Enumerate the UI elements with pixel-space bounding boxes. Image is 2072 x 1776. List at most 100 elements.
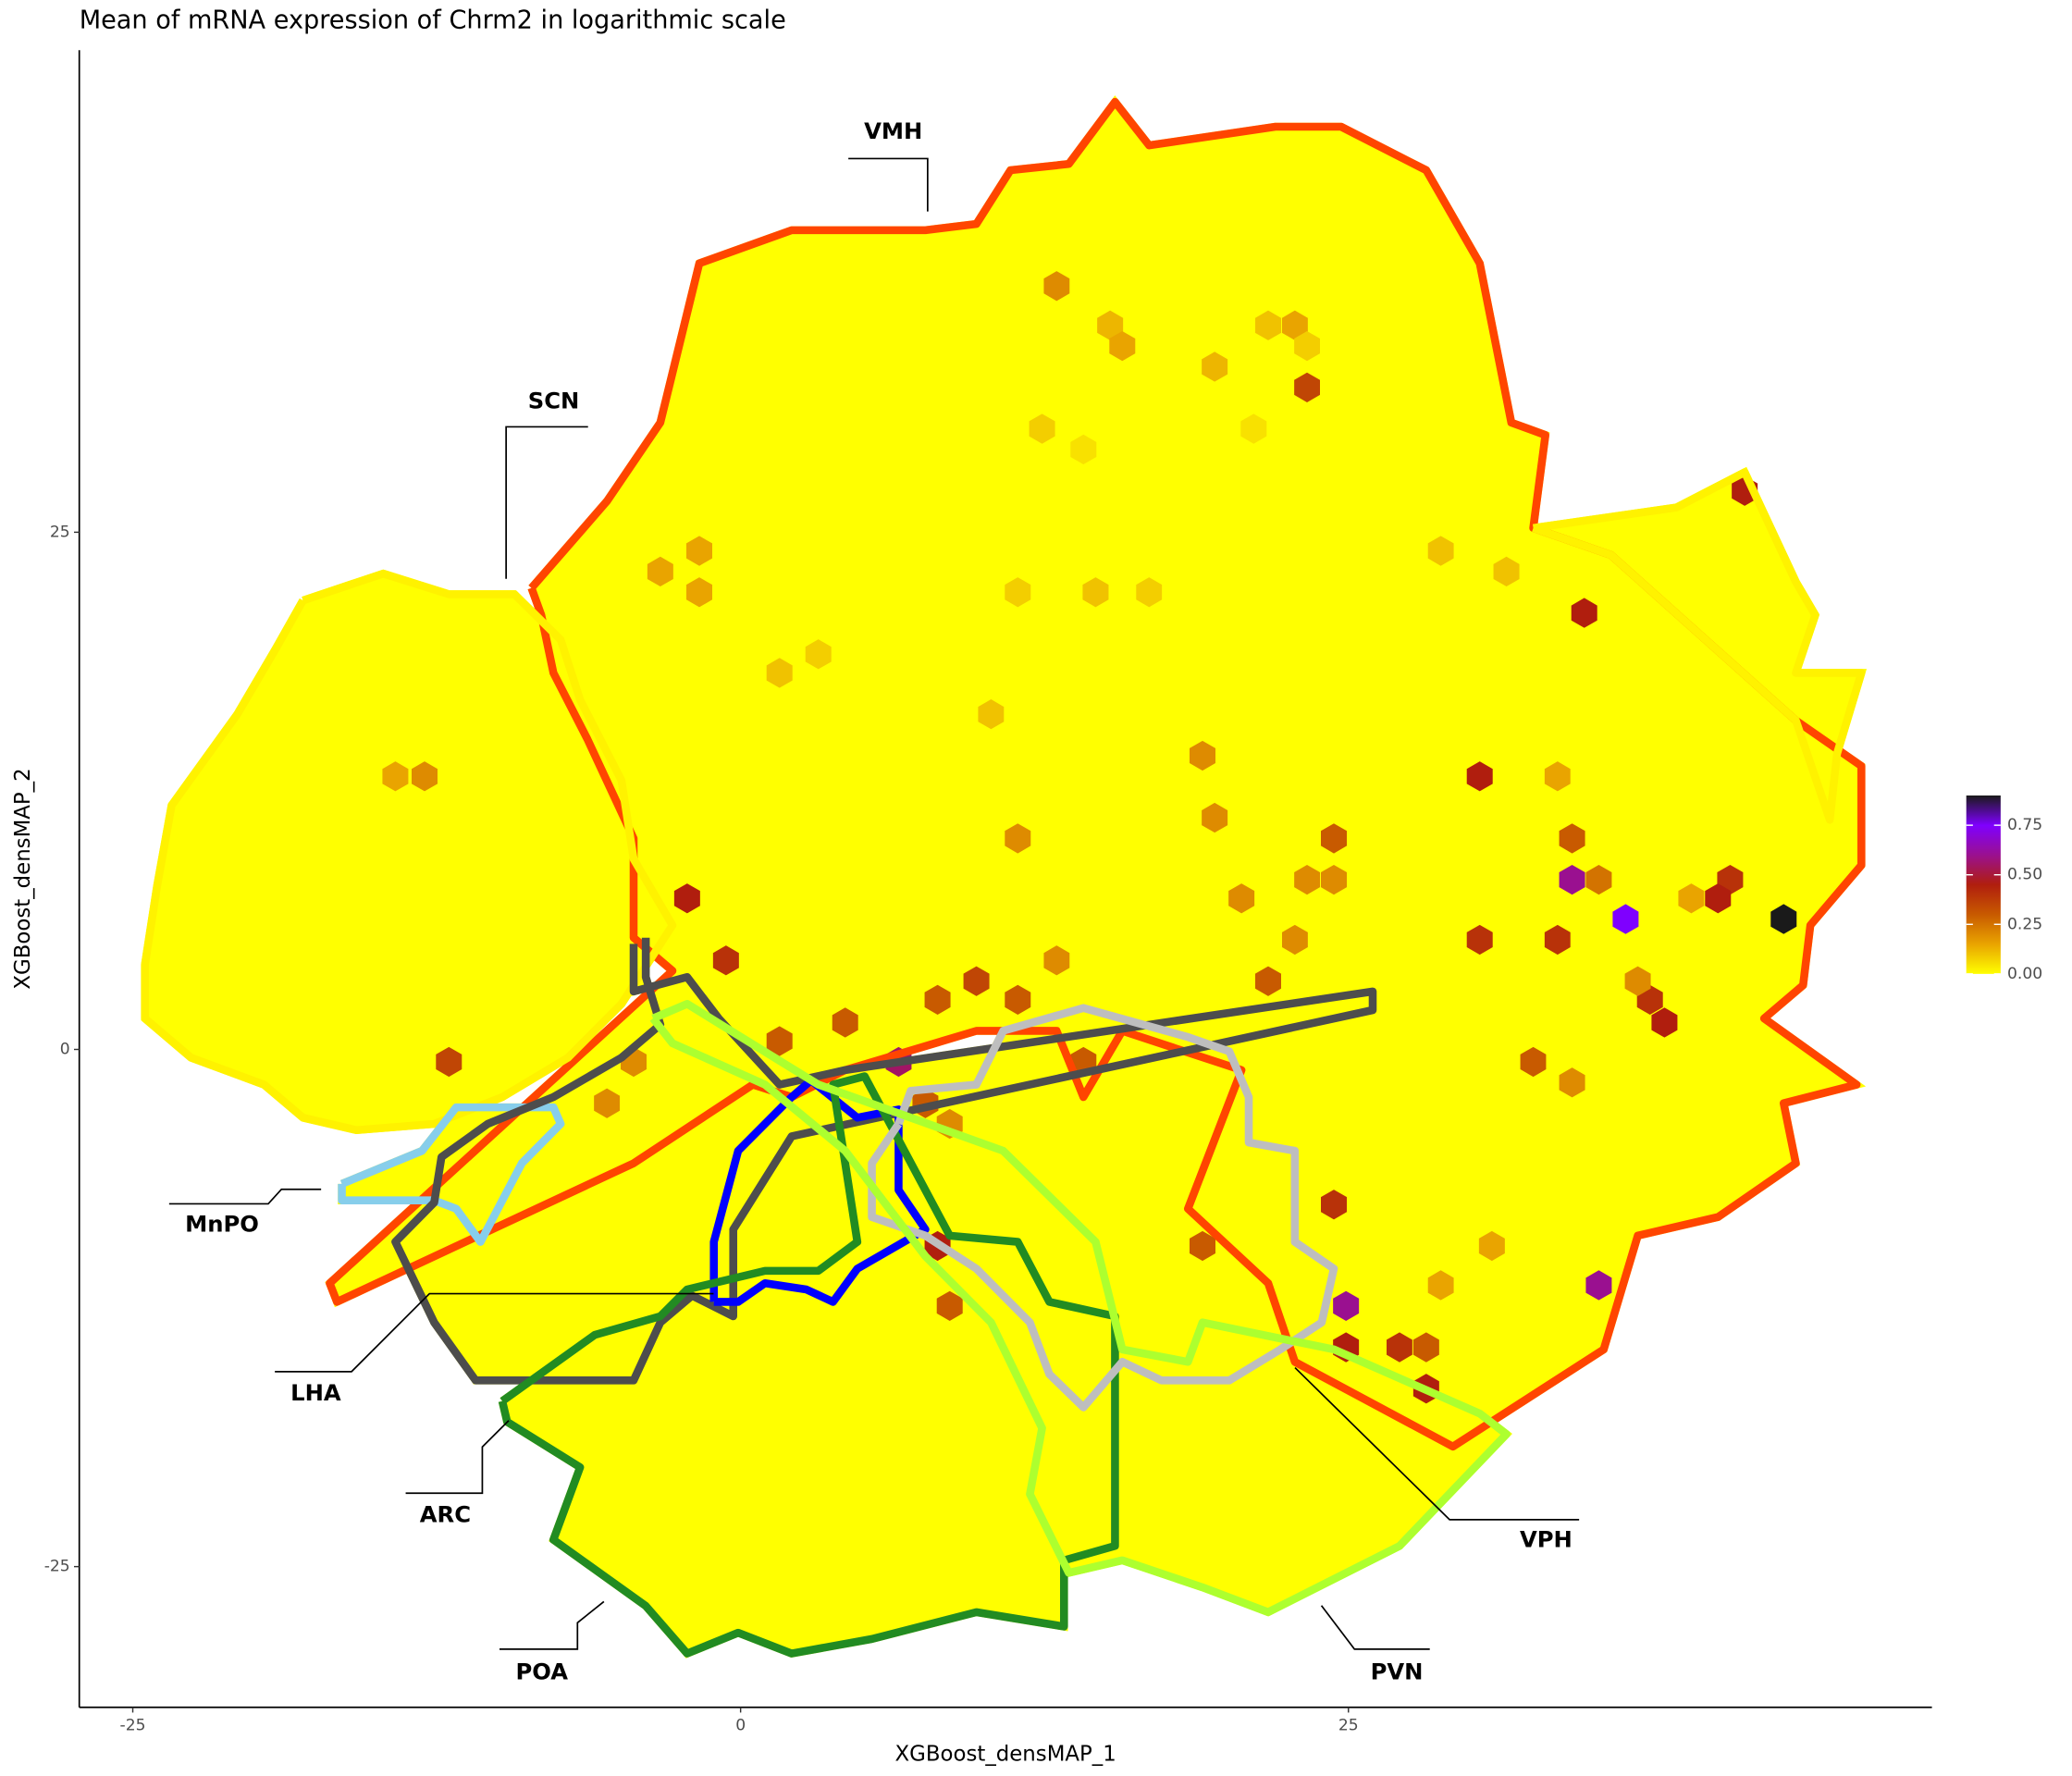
axes: -25 0 25 -25 0 25 [44, 50, 1932, 1735]
leader-line [1294, 1366, 1580, 1521]
colorbar: 0.00 0.25 0.50 0.75 [1966, 796, 2042, 983]
leader-line [275, 1292, 714, 1373]
hexbin [766, 1026, 793, 1056]
hexbin [1255, 310, 1281, 340]
hexbin [1005, 577, 1031, 608]
hexbin [1478, 1230, 1505, 1262]
hexbin [1321, 823, 1347, 854]
hexbin [1387, 1332, 1412, 1363]
hexbin [936, 1290, 963, 1321]
hexbin [1082, 577, 1109, 608]
colorbar-bar [1966, 796, 2001, 974]
region-outline [391, 937, 1377, 1385]
region-label: PVN [1371, 1659, 1424, 1685]
leader-line [168, 1188, 322, 1205]
x-tick-label: -25 [120, 1717, 146, 1735]
leader-line [405, 1420, 510, 1495]
y-axis-label: XGBoost_densMAP_2 [11, 768, 35, 989]
hexbin [436, 1046, 462, 1078]
hexbin [382, 761, 409, 792]
region-outline [649, 1000, 1511, 1617]
chart-title: Mean of mRNA expression of Chrm2 in loga… [80, 6, 786, 34]
region-label: MnPO [185, 1210, 259, 1237]
colorbar-tick-label: 0.00 [2007, 965, 2042, 983]
hexbin [978, 699, 1005, 730]
hexbin [1544, 924, 1571, 956]
hexbin [1612, 904, 1639, 934]
hexbin [1190, 1230, 1215, 1262]
leader-line [505, 426, 588, 579]
y-tick-label: -25 [44, 1558, 70, 1576]
region-outline [338, 1103, 565, 1246]
region-outline [709, 1076, 930, 1306]
hexbin [1043, 271, 1070, 302]
hexbin [1544, 761, 1571, 792]
x-tick-label: 0 [735, 1717, 746, 1735]
hexbin [1240, 413, 1267, 444]
y-tick-label: 0 [60, 1041, 70, 1059]
hexbin [1770, 904, 1797, 934]
region-labels: VMH SCN MnPO LHA ARC POA VPH PVN [168, 117, 1580, 1685]
hexbin [1571, 598, 1597, 628]
region-label: POA [515, 1659, 568, 1685]
hexbin [1321, 865, 1347, 895]
hexbin [1427, 536, 1454, 566]
hexbin [1559, 1067, 1585, 1098]
hexbin [673, 883, 700, 914]
hexbin [1255, 966, 1281, 996]
hexbin [1294, 865, 1320, 895]
region-label: LHA [290, 1379, 341, 1406]
hexbin [1559, 823, 1585, 854]
hexbin [1202, 352, 1228, 382]
hexbin [766, 658, 793, 688]
hexbin [686, 577, 712, 608]
region-outline [868, 1004, 1338, 1412]
hexbin [1202, 802, 1228, 833]
x-tick-label: 25 [1338, 1717, 1359, 1735]
hexbin [1294, 372, 1320, 402]
leader-line [848, 157, 929, 212]
y-tick-label: 25 [50, 523, 70, 541]
hexbin [1294, 331, 1320, 362]
hexbin [924, 984, 951, 1015]
hexbin [805, 639, 832, 670]
hexbin [832, 1007, 858, 1038]
hexbin [1029, 413, 1055, 444]
region-label: VMH [864, 117, 922, 144]
x-axis-label: XGBoost_densMAP_1 [895, 1743, 1116, 1767]
hexbin [1228, 883, 1255, 914]
hexbin [1705, 883, 1732, 914]
hexbin [1427, 1270, 1454, 1301]
hexbin [963, 966, 990, 996]
hexbin [1190, 740, 1215, 771]
hexbin [712, 945, 739, 976]
hexbin [1466, 924, 1493, 956]
region-label: SCN [528, 387, 580, 413]
region-label: VPH [1520, 1526, 1572, 1553]
hexbin [1097, 310, 1124, 340]
hexbin [1282, 924, 1308, 956]
hexbin [1651, 1007, 1678, 1038]
hexbin [647, 556, 673, 586]
hexbin [1043, 945, 1070, 976]
hexbin [1333, 1290, 1360, 1321]
colorbar-tick-label: 0.25 [2007, 915, 2042, 933]
region-outline [498, 1072, 1119, 1658]
hexbin [1412, 1332, 1439, 1363]
hexbin [1624, 966, 1651, 996]
hexbin [686, 536, 712, 566]
hexbin [594, 1088, 620, 1118]
colorbar-tick-label: 0.75 [2007, 816, 2042, 834]
hexbin [1282, 310, 1308, 340]
colorbar-tick-label: 0.50 [2007, 866, 2042, 884]
hexbin [1136, 577, 1163, 608]
hexbin [1585, 1270, 1612, 1301]
hexbin [412, 761, 438, 792]
hexbin [1109, 331, 1136, 362]
hexbin [1585, 865, 1612, 895]
region-outline [326, 97, 1866, 1451]
region-label: ARC [420, 1501, 471, 1528]
region-outlines [141, 97, 1866, 1658]
